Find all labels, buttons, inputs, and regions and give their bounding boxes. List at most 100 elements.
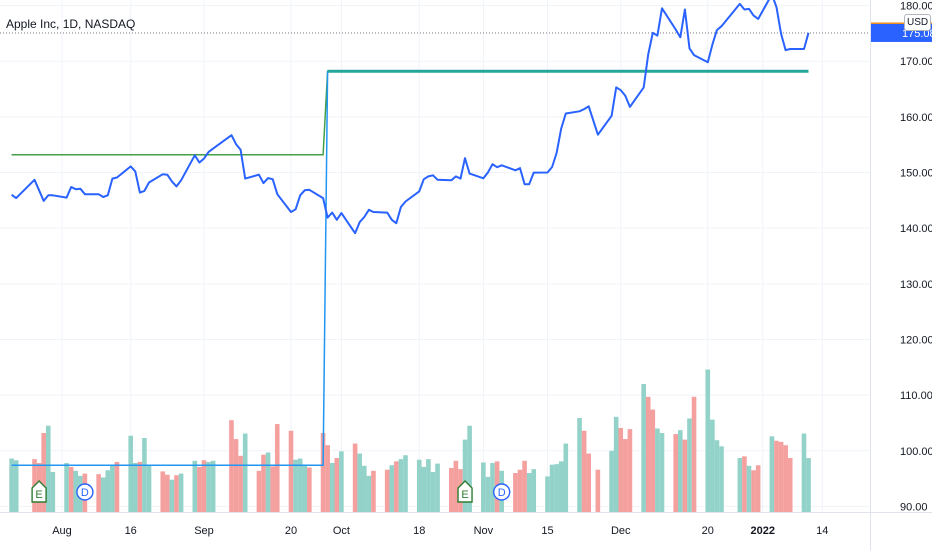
volume-bar <box>449 468 454 512</box>
volume-bar <box>265 452 271 512</box>
volume-bar <box>746 465 752 512</box>
y-tick-label: 180.00 <box>900 1 932 13</box>
volume-bar <box>609 450 614 512</box>
volume-bar <box>398 459 404 512</box>
volume-bar <box>687 418 692 512</box>
volume-bar <box>673 434 679 512</box>
volume-bar <box>361 465 367 512</box>
volume-bar <box>110 465 115 512</box>
y-tick-label: 130.00 <box>900 279 932 291</box>
volume-bar <box>435 463 440 512</box>
volume-bar <box>178 473 184 512</box>
x-tick-label: 14 <box>816 525 828 537</box>
volume-bar <box>485 476 491 512</box>
x-tick-label: Aug <box>52 525 72 537</box>
volume-bar <box>160 471 166 512</box>
volume-bar <box>357 453 362 512</box>
volume-bar <box>9 458 14 512</box>
volume-bar <box>613 416 619 512</box>
volume-bar <box>325 445 330 512</box>
volume-bar <box>659 432 665 512</box>
dividend-marker-label: D <box>81 487 89 499</box>
volume-bar <box>13 460 19 512</box>
x-tick-label: 16 <box>125 525 137 537</box>
volume-bar <box>96 474 101 512</box>
volume-bar <box>293 459 298 512</box>
volume-bar <box>618 427 624 512</box>
volume-bar <box>426 459 431 512</box>
volume-bar <box>352 443 358 512</box>
x-tick-label: 2022 <box>750 525 774 537</box>
volume-bar <box>394 461 399 512</box>
volume-bar <box>229 420 234 512</box>
volume-bar <box>526 473 532 512</box>
chart-title: Apple Inc, 1D, NASDAQ <box>6 17 136 31</box>
currency-button[interactable]: USD <box>904 14 932 31</box>
volume-bar <box>549 464 555 512</box>
volume-bar <box>490 463 495 512</box>
volume-bar <box>517 469 523 512</box>
volume-bar <box>274 424 280 512</box>
volume-bar <box>682 439 688 512</box>
volume-bar <box>206 461 211 512</box>
volume-bar <box>806 458 811 512</box>
x-tick-label: Sep <box>194 525 214 537</box>
volume-bar <box>801 433 807 512</box>
volume-bar <box>778 441 784 512</box>
y-tick-label: 170.00 <box>900 56 932 68</box>
volume-bar <box>233 439 239 512</box>
y-tick-label: 120.00 <box>900 334 932 346</box>
volume-bar <box>714 440 720 512</box>
earnings-marker-label: E <box>461 489 468 501</box>
volume-bar <box>169 479 175 512</box>
dividend-marker-icon <box>492 483 511 501</box>
volume-bar <box>655 428 660 512</box>
volume-bar <box>320 432 326 512</box>
volume-bar <box>366 475 372 512</box>
volume-bar <box>201 460 207 512</box>
x-tick-label: 18 <box>413 525 425 537</box>
volume-bar <box>174 475 179 512</box>
volume-bar <box>513 473 518 512</box>
volume-bar <box>329 463 335 512</box>
volume-bar <box>737 458 743 512</box>
volume-bar <box>146 464 152 512</box>
volume-bar <box>522 460 527 512</box>
volume-bar <box>270 466 275 512</box>
volume-bar <box>751 470 756 512</box>
volume-bar <box>650 409 656 512</box>
volume-bar <box>50 471 56 512</box>
earnings-marker-icon <box>457 480 473 503</box>
volume-bar <box>73 470 79 512</box>
volume-bar <box>100 477 106 512</box>
y-tick-label: 160.00 <box>900 112 932 124</box>
volume-bar <box>288 430 294 512</box>
y-tick-label: 90.00 <box>900 501 928 513</box>
volume-bar <box>68 466 74 512</box>
volume-bar <box>371 470 376 512</box>
y-tick-label: 110.00 <box>900 390 932 402</box>
volume-bar <box>769 436 775 512</box>
volume-bar <box>210 460 216 512</box>
earnings-marker-icon <box>31 480 47 503</box>
volume-bar <box>755 465 761 512</box>
volume-bar <box>554 464 559 512</box>
volume-bar <box>453 460 459 512</box>
volume-bar <box>691 396 697 512</box>
volume-bar <box>261 454 266 512</box>
y-tick-label: 140.00 <box>900 223 932 235</box>
volume-bar <box>242 433 248 512</box>
volume-bar <box>678 430 683 512</box>
volume-bar <box>641 384 646 512</box>
volume-bar <box>297 458 303 512</box>
volume-bar <box>384 469 390 512</box>
dividend-marker-label: D <box>498 487 506 499</box>
volume-bar <box>645 396 651 512</box>
volume-bar <box>581 430 587 512</box>
x-tick-label: 20 <box>702 525 714 537</box>
volume-bar <box>467 425 472 512</box>
volume-bar <box>302 465 308 512</box>
y-tick-label: 150.00 <box>900 168 932 180</box>
volume-bar <box>114 461 120 512</box>
